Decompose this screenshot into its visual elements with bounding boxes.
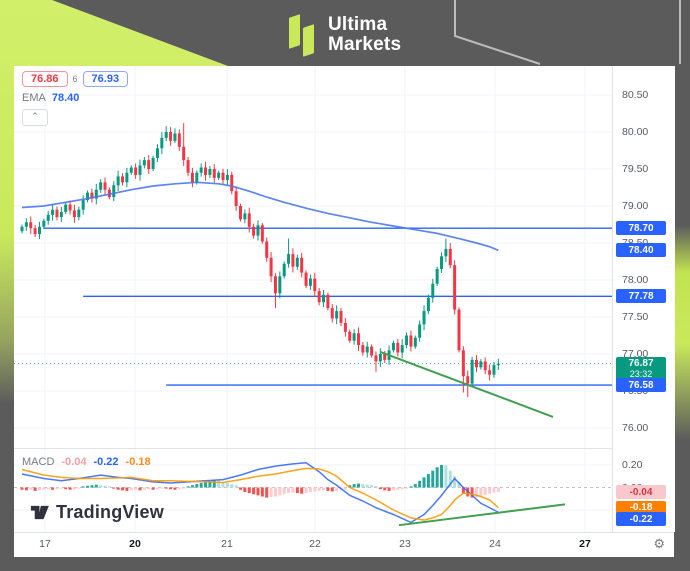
axis-tick: 80.50: [622, 89, 649, 101]
macd-legend: MACD -0.04 -0.22 -0.18: [22, 456, 158, 468]
macd-indicator-label: MACD: [22, 456, 55, 468]
axis-tick: 79.00: [622, 200, 649, 212]
collapse-legend-button[interactable]: ⌃: [22, 109, 48, 126]
time-axis-label: 23: [399, 538, 411, 550]
time-axis-label: 21: [221, 538, 233, 550]
macd-axis-badge: -0.22: [616, 512, 666, 527]
time-axis-label: 27: [579, 538, 591, 550]
ultima-markets-logo-icon: [289, 11, 319, 59]
chart-svg: [14, 66, 612, 532]
brand-name: Ultima Markets: [328, 15, 401, 55]
ema-line: [21, 181, 499, 252]
trendline-macd: [398, 503, 566, 527]
last-price: 76.87: [628, 357, 654, 369]
axis-tick: 0.20: [622, 459, 643, 471]
price-axis-badge: 78.70: [616, 221, 666, 236]
decor-outline-shapes: [454, 0, 681, 65]
chart-legend: 76.86 6 76.93 EMA 78.40 ⌃: [22, 71, 129, 131]
price-axis-badge: 77.78: [616, 289, 666, 304]
price-axis[interactable]: 80.5080.0079.5079.0078.5078.0077.5077.00…: [612, 66, 675, 532]
macd-signal-line: [21, 467, 499, 521]
time-axis[interactable]: ⚙ 17 20 21 22 23 24 27: [14, 532, 674, 557]
ultima-markets-logo: Ultima Markets: [289, 11, 401, 59]
sell-button[interactable]: 76.86: [22, 71, 68, 87]
tradingview-watermark-text: TradingView: [56, 502, 164, 522]
macd-signal-value: -0.18: [125, 456, 151, 468]
trendline-main: [379, 350, 554, 418]
macd-axis-badge: -0.18: [616, 500, 666, 515]
macd-line-value: -0.22: [93, 456, 119, 468]
price-axis-badge: 76.87 23:32: [616, 356, 666, 381]
axis-tick: 77.50: [622, 311, 649, 323]
bar-countdown: 23:32: [629, 368, 653, 379]
axis-tick: 80.00: [622, 126, 649, 138]
price-axis-badge: 78.40: [616, 243, 666, 258]
chart-card: 76.86 6 76.93 EMA 78.40 ⌃ MACD -0.04 -0.22…: [14, 66, 675, 557]
macd-histogram: [20, 465, 500, 498]
decor-lime-band-right: [674, 225, 690, 440]
time-axis-label: 20: [129, 538, 141, 550]
macd-histogram-value: -0.04: [61, 456, 87, 468]
brand-line1: Ultima: [328, 14, 388, 35]
time-axis-label: 22: [309, 538, 321, 550]
candles-layer: [20, 123, 500, 397]
tradingview-logo-icon: [30, 505, 49, 520]
macd-axis-badge: -0.04: [616, 485, 666, 499]
brand-line2: Markets: [328, 34, 402, 55]
candlestick-chart[interactable]: [14, 66, 612, 532]
timezone-settings-gear-icon[interactable]: ⚙: [653, 536, 665, 551]
price-axis-badge: 76.58: [616, 378, 666, 393]
ema-indicator-label: EMA: [22, 92, 46, 104]
axis-tick: 76.00: [622, 422, 649, 434]
tradingview-watermark[interactable]: TradingView: [29, 502, 164, 523]
axis-tick: 79.50: [622, 163, 649, 175]
time-axis-label: 24: [489, 538, 501, 550]
spread-value: 6: [72, 74, 78, 84]
time-axis-label: 17: [39, 538, 51, 550]
buy-button[interactable]: 76.93: [82, 71, 129, 87]
axis-tick: 78.00: [622, 274, 649, 286]
ema-indicator-value: 78.40: [51, 92, 80, 104]
